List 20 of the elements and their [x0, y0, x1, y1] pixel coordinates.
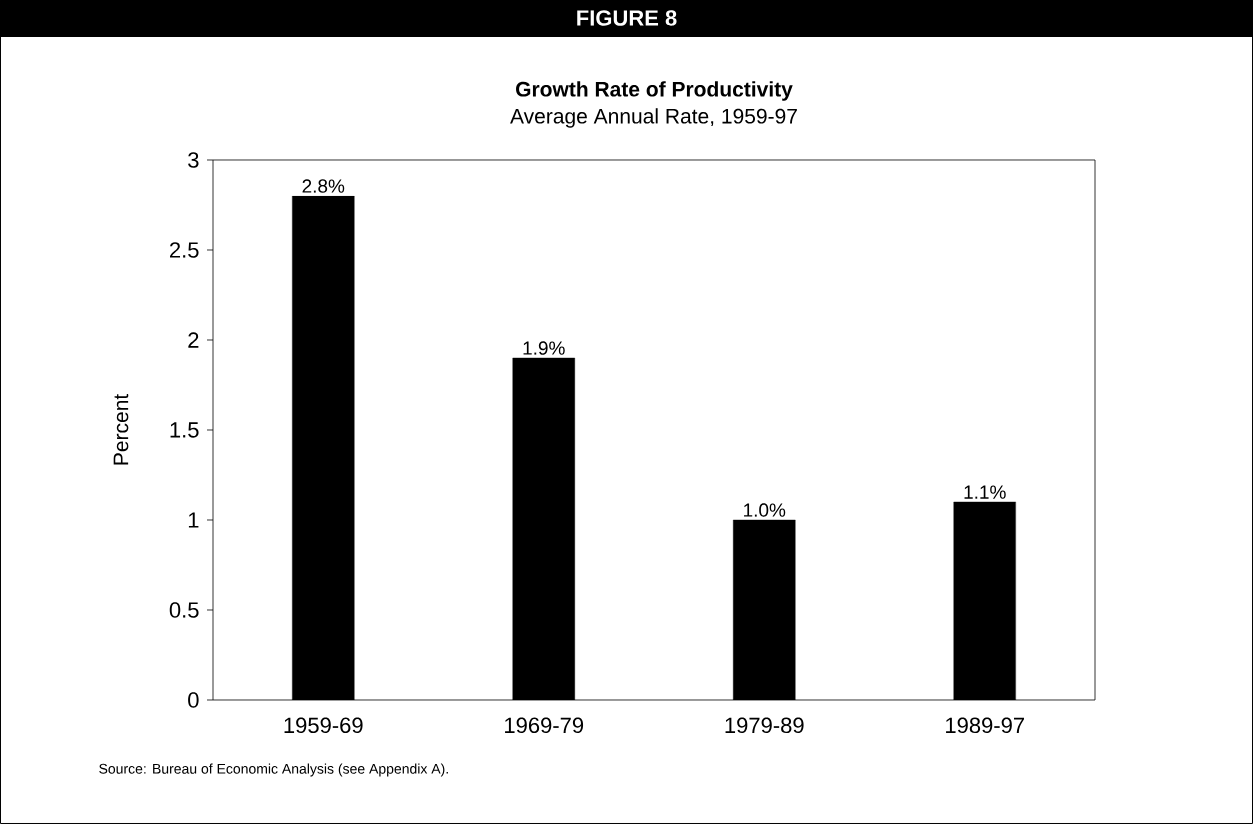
y-tick-label: 2.5: [170, 242, 199, 258]
data-label: 1.0%: [744, 503, 786, 517]
y-tick-label: 3: [188, 152, 199, 168]
data-label: 1.1%: [964, 485, 1006, 499]
caption: FIGURE 8: [577, 10, 677, 26]
x-tick-label: 1979-89: [725, 717, 804, 734]
chart-subtitle: Average Annual Rate, 1959-97: [510, 108, 797, 128]
data-label: 2.8%: [302, 179, 345, 193]
y-tick-label: 0: [188, 692, 199, 708]
data-label: 1.9%: [523, 341, 565, 355]
y-tick-label: 1: [188, 512, 199, 528]
y-axis-title: Percent: [113, 393, 129, 465]
y-tick-label: 0.5: [169, 602, 199, 618]
y-tick-label: 1.5: [170, 422, 199, 438]
chart-title: Growth Rate of Productivity: [516, 81, 793, 101]
y-tick-label: 2: [188, 332, 199, 348]
source-note: Source: Bureau of Economic Analysis (see Appendix A).: [99, 763, 448, 777]
x-tick-label: 1969-79: [505, 717, 584, 734]
x-tick-label: 1959-69: [284, 717, 363, 734]
x-tick-label: 1989-97: [946, 717, 1024, 734]
